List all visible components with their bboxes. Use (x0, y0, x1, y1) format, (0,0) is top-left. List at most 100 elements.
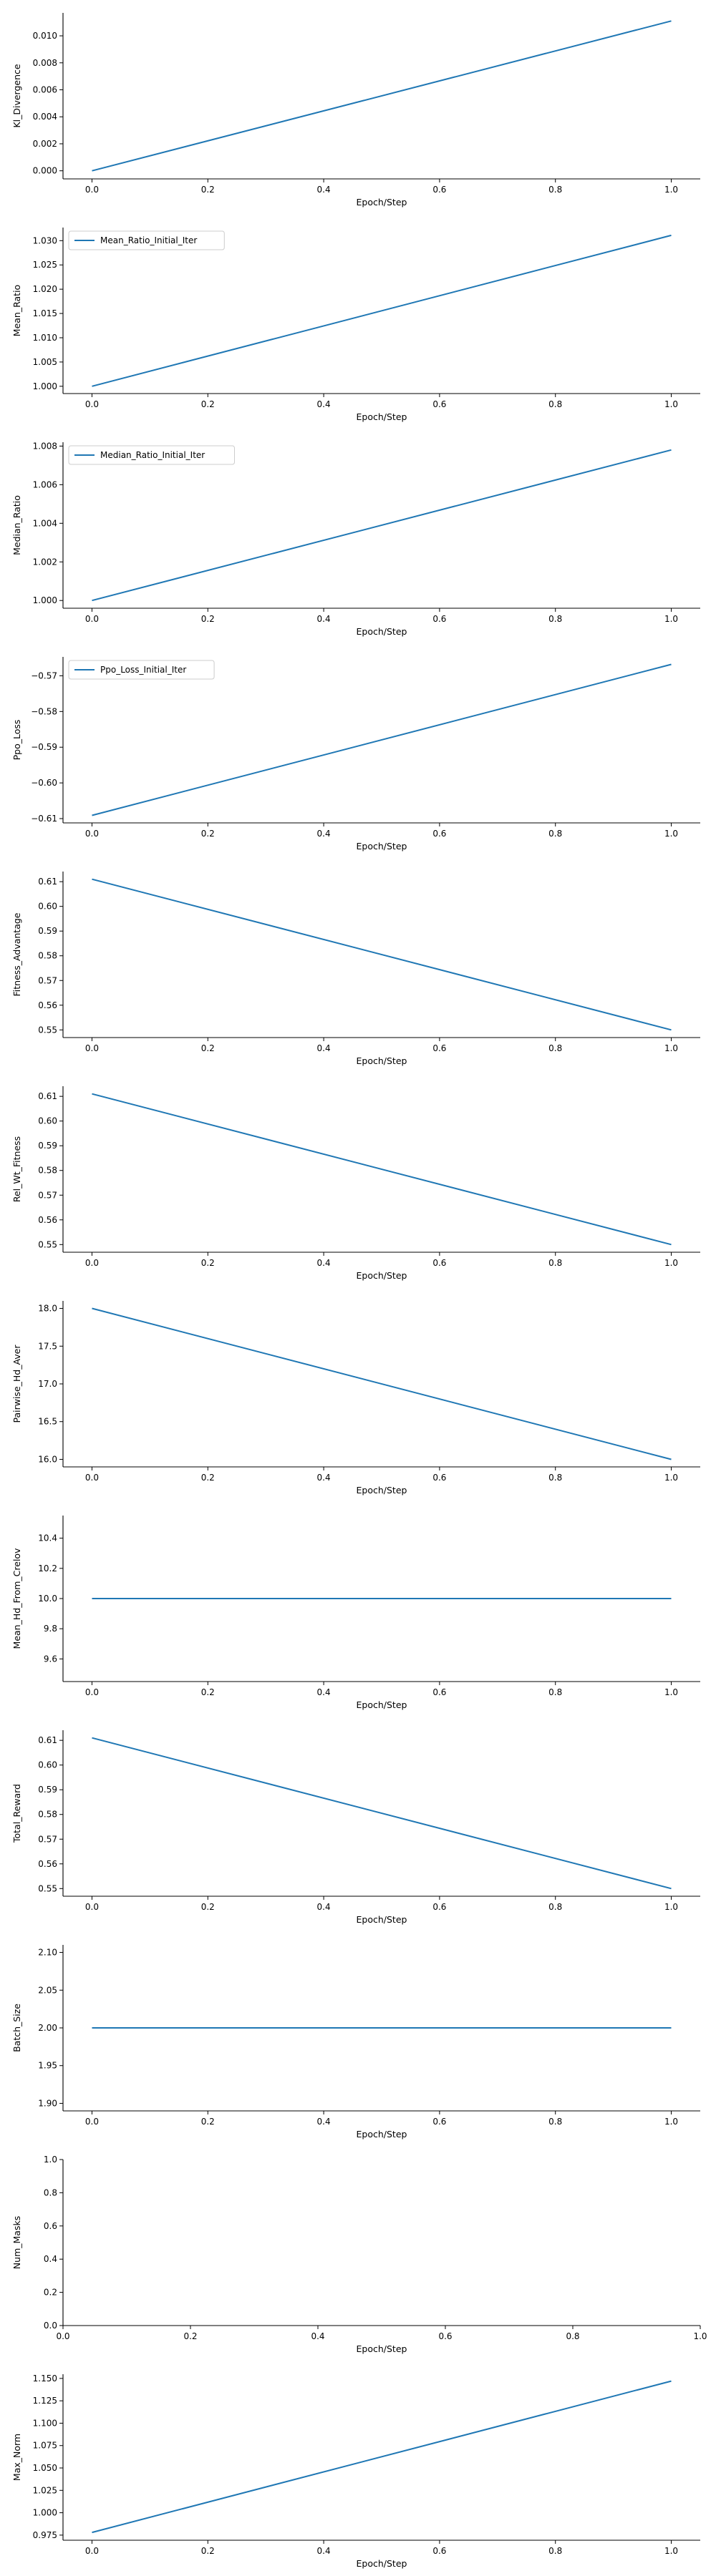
x-tick-label: 0.8 (548, 1043, 562, 1053)
series-line (92, 449, 672, 602)
chart-panel-11: 0.0 0.2 0.4 0.6 0.8 1.0 0.0 0.2 0.4 0.6 0.8 1.0 Epoc… (11, 2155, 707, 2354)
x-tick-label: 1.0 (664, 829, 678, 839)
chart-panel-6: 0.0 0.2 0.4 0.6 0.8 1.0 0.55 0.56 0.57 0.58 0.59 0.… (11, 1086, 700, 1281)
y-tick-label: 0.60 (38, 1116, 57, 1126)
y-tick-label: 1.050 (33, 2463, 57, 2473)
y-axis-label: Pairwise_Hd_Aver (11, 1345, 22, 1423)
y-tick-label: 0.55 (38, 1025, 57, 1035)
x-tick-label: 0.6 (432, 1473, 446, 1483)
x-tick-label: 0.6 (432, 1258, 446, 1268)
x-axis-label: Epoch/Step (357, 626, 407, 637)
legend-label: Mean_Ratio_Initial_Iter (100, 235, 197, 245)
x-axis-label: Epoch/Step (357, 411, 407, 422)
y-tick-label: −0.61 (31, 814, 57, 824)
chart-panel-8: 0.0 0.2 0.4 0.6 0.8 1.0 9.6 9.8 10.0 10.2 10.4 Epoc… (11, 1516, 700, 1710)
x-tick-label: 0.2 (201, 1687, 215, 1697)
x-tick-label: 0.2 (201, 614, 215, 624)
x-tick-label: 0.8 (548, 829, 562, 839)
y-tick-label: 0.61 (38, 877, 57, 887)
x-tick-label: 1.0 (664, 2117, 678, 2127)
y-tick-label: −0.60 (31, 778, 57, 788)
y-tick-label: 0.59 (38, 1785, 57, 1795)
series-line (92, 1737, 672, 1890)
y-tick-label: 1.010 (33, 333, 57, 343)
x-tick-label: 0.8 (548, 2546, 562, 2556)
x-tick-label: 0.8 (548, 1687, 562, 1697)
chart-panel-7: 0.0 0.2 0.4 0.6 0.8 1.0 16.0 16.5 17.0 17.5 18.0 Ep… (11, 1301, 700, 1496)
y-tick-label: 1.95 (38, 2061, 57, 2071)
y-tick-label: 0.60 (38, 902, 57, 912)
y-tick-label: 1.015 (33, 308, 57, 318)
x-tick-label: 0.4 (317, 399, 331, 409)
y-tick-label: 1.125 (33, 2396, 57, 2406)
y-tick-label: 1.000 (33, 381, 57, 391)
legend-label: Median_Ratio_Initial_Iter (100, 450, 205, 460)
y-tick-label: 1.000 (33, 595, 57, 605)
y-axis-label: Ppo_Loss (11, 720, 22, 761)
y-tick-label: 0.56 (38, 1859, 57, 1869)
y-axis-label: Num_Masks (11, 2216, 22, 2269)
x-tick-label: 0.2 (201, 185, 215, 195)
x-tick-label: 1.0 (664, 1902, 678, 1912)
chart-panel-5: 0.0 0.2 0.4 0.6 0.8 1.0 0.55 0.56 0.57 0.58 0.59 0.… (11, 872, 700, 1066)
y-tick-label: 0.58 (38, 951, 57, 961)
x-tick-label: 0.4 (317, 2117, 331, 2127)
chart-panel-4: 0.0 0.2 0.4 0.6 0.8 1.0 −0.61 −0.60 −0.59 −0.58 −0… (11, 657, 700, 852)
y-tick-label: 0.61 (38, 1091, 57, 1101)
x-tick-label: 0.0 (85, 1687, 99, 1697)
chart-panel-3: 0.0 0.2 0.4 0.6 0.8 1.0 1.000 1.002 1.004 1.006 1.… (11, 441, 700, 637)
series-line (92, 663, 672, 816)
x-tick-label: 0.6 (432, 614, 446, 624)
x-tick-label: 0.4 (317, 1043, 331, 1053)
x-tick-label: 0.8 (548, 1902, 562, 1912)
y-tick-label: 0.010 (33, 31, 57, 41)
y-tick-label: 1.025 (33, 2485, 57, 2495)
x-tick-label: 1.0 (664, 185, 678, 195)
x-tick-label: 0.0 (85, 1473, 99, 1483)
y-tick-label: 2.05 (38, 1985, 57, 1995)
chart-panel-2: 0.0 0.2 0.4 0.6 0.8 1.0 1.000 1.005 1.010 1.015 1.… (11, 228, 700, 422)
x-tick-label: 0.6 (432, 1902, 446, 1912)
x-tick-label: 0.4 (317, 1473, 331, 1483)
legend-label: Ppo_Loss_Initial_Iter (100, 665, 186, 675)
x-tick-label: 0.4 (317, 185, 331, 195)
x-tick-label: 0.2 (201, 1473, 215, 1483)
x-tick-label: 1.0 (664, 1043, 678, 1053)
legend-box (68, 230, 225, 250)
x-tick-label: 0.8 (548, 1258, 562, 1268)
series-line (92, 1307, 672, 1460)
x-tick-label: 0.4 (317, 2546, 331, 2556)
series-line (92, 1093, 672, 1246)
x-tick-label: 0.0 (85, 1902, 99, 1912)
y-axis-label: Mean_Ratio (11, 285, 22, 336)
y-axis-label: Mean_Hd_From_Crelov (11, 1548, 22, 1649)
y-tick-label: 16.5 (38, 1417, 57, 1427)
y-tick-label: 0.004 (33, 112, 57, 122)
x-tick-label: 0.8 (566, 2331, 579, 2341)
y-tick-label: 0.000 (33, 166, 57, 176)
y-tick-label: 1.030 (33, 235, 57, 245)
y-tick-label: 0.55 (38, 1883, 57, 1893)
x-tick-label: 0.6 (438, 2331, 452, 2341)
y-tick-label: 0.58 (38, 1166, 57, 1176)
y-tick-label: −0.59 (31, 742, 57, 752)
y-tick-label: 10.4 (38, 1533, 57, 1543)
y-axis-label: Kl_Divergence (11, 64, 22, 127)
y-tick-label: −0.58 (31, 706, 57, 716)
y-tick-label: 1.025 (33, 260, 57, 270)
x-axis-label: Epoch/Step (357, 841, 407, 852)
x-tick-label: 1.0 (664, 1473, 678, 1483)
series-line (92, 2380, 672, 2534)
chart-panel-10: 0.0 0.2 0.4 0.6 0.8 1.0 1.90 1.95 2.00 2.05 2.10 Ep… (11, 1945, 700, 2140)
x-tick-label: 0.6 (432, 1043, 446, 1053)
x-tick-label: 0.2 (201, 829, 215, 839)
series-line (92, 20, 672, 172)
y-tick-label: 0.975 (33, 2530, 57, 2540)
y-tick-label: 10.2 (38, 1563, 57, 1574)
x-tick-label: 0.4 (317, 1687, 331, 1697)
y-tick-label: 1.000 (33, 2508, 57, 2518)
x-tick-label: 0.6 (432, 2546, 446, 2556)
y-tick-label: 0.55 (38, 1239, 57, 1249)
y-tick-label: 17.0 (38, 1379, 57, 1389)
x-tick-label: 0.8 (548, 614, 562, 624)
